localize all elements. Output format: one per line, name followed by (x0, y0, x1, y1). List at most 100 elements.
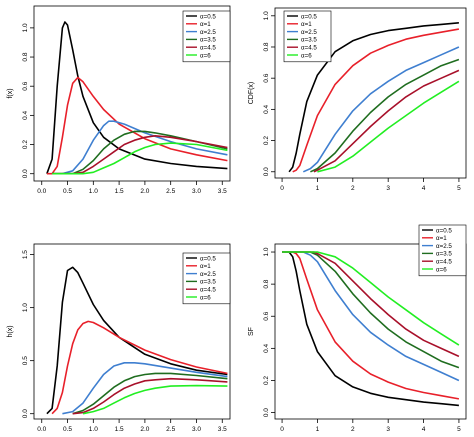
x-tick-label: 1.0 (89, 188, 98, 195)
legend-label: α=2.5 (436, 243, 452, 250)
y-tick-label: 0.2 (263, 376, 270, 385)
legend-label: α=6 (436, 266, 447, 273)
plot-frame (274, 7, 467, 179)
legend-label: α=6 (301, 52, 312, 59)
x-tick-label: 1.5 (115, 188, 124, 195)
legend-label: α=3.5 (200, 279, 216, 286)
y-tick-label: 0.8 (263, 279, 270, 288)
legend-label: α=3.5 (301, 37, 317, 44)
legend-label: α=2.5 (200, 271, 216, 278)
series-line-3 (282, 251, 460, 382)
legend-label: α=4.5 (200, 287, 216, 294)
series-line-1 (46, 266, 228, 415)
x-tick-label: 5 (457, 426, 461, 433)
x-tick-label: 3.0 (192, 426, 201, 433)
legend: α=0.5α=1α=2.5α=3.5α=4.5α=6 (418, 224, 467, 277)
x-tick-label: 4 (422, 185, 426, 192)
y-tick-label: 0.2 (22, 140, 29, 149)
y-tick-label: 1.0 (22, 23, 29, 32)
y-tick-label: 0.2 (263, 136, 270, 145)
legend-box (182, 10, 231, 63)
x-tick-label: 0.5 (63, 426, 72, 433)
x-tick-label: 3.0 (192, 188, 201, 195)
y-tick-label: 0.0 (263, 167, 270, 176)
x-tick-label: 2.0 (140, 188, 149, 195)
chart-panel-3: 0.0 0.5 1.0 1.5 2.0 2.5 3.0 3.5 0.0 0.5 1.0 1.5 h(x)… (7, 243, 231, 433)
series-line-1 (282, 251, 459, 407)
legend-label: α=1 (301, 21, 312, 28)
y-tick-label: 0.6 (263, 73, 270, 82)
legend-label: α=4.5 (436, 259, 452, 266)
legend: α=0.5α=1α=2.5α=3.5α=4.5α=6 (283, 10, 332, 63)
legend-label: α=3.5 (436, 251, 452, 258)
y-tick-label: 0.8 (263, 42, 270, 51)
plot-frame (274, 243, 467, 420)
legend-label: α=3.5 (200, 37, 216, 44)
x-tick-label: 5 (457, 185, 461, 192)
x-tick-label: 2 (351, 185, 355, 192)
legend-label: α=0.5 (301, 13, 317, 20)
series-line-5 (72, 377, 228, 415)
x-tick-label: 2.5 (166, 188, 175, 195)
legend-label: α=4.5 (301, 45, 317, 52)
y-axis-label: SF (248, 327, 255, 336)
y-tick-label: 0.6 (22, 81, 29, 90)
series-line-6 (317, 80, 460, 173)
x-tick-label: 1.5 (115, 426, 124, 433)
x-tick-label: 1 (316, 426, 320, 433)
legend-label: α=6 (200, 52, 211, 59)
y-tick-label: 1.0 (263, 11, 270, 20)
x-tick-label: 2 (351, 426, 355, 433)
y-tick-label: 1.0 (263, 247, 270, 256)
x-tick-label: 0.0 (37, 426, 46, 433)
y-tick-label: 0.4 (22, 110, 29, 119)
series-line-2 (282, 251, 460, 400)
chart-panel-1: 0.0 0.5 1.0 1.5 2.0 2.5 3.0 3.5 0.0 0.2 0.4 0.6 0.8 1… (7, 5, 231, 195)
y-axis-label: f(x) (7, 88, 14, 98)
y-tick-label: 0.8 (22, 52, 29, 61)
series-line-2 (292, 28, 460, 173)
series-line-2 (46, 76, 228, 175)
x-tick-label: 2.5 (166, 426, 175, 433)
legend-box (418, 224, 467, 277)
x-tick-label: 0.0 (37, 188, 46, 195)
legend-label: α=1 (200, 263, 211, 270)
x-tick-label: 0.5 (63, 188, 72, 195)
y-tick-label: 1.5 (22, 250, 29, 259)
plot-frame (33, 243, 231, 420)
y-axis-label: CDF(x) (248, 82, 255, 105)
y-tick-label: 1.0 (22, 303, 29, 312)
legend-label: α=1 (200, 21, 211, 28)
series-line-1 (46, 21, 228, 174)
series-line-2 (51, 320, 228, 415)
x-tick-label: 4 (422, 426, 426, 433)
x-tick-label: 2.0 (140, 426, 149, 433)
x-tick-label: 3.5 (218, 188, 227, 195)
legend-label: α=1 (436, 235, 447, 242)
y-axis-label: h(x) (7, 325, 14, 337)
series-line-6 (52, 142, 228, 175)
series-line-4 (282, 251, 460, 369)
series-line-5 (52, 135, 228, 175)
x-tick-label: 0 (280, 426, 284, 433)
chart-panel-4: 0 1 2 3 4 50.00.20.40.60.81.0SFα=0.5α=1α=2.5α… (248, 224, 467, 433)
x-tick-label: 1 (316, 185, 320, 192)
y-tick-label: 0.0 (22, 409, 29, 418)
series-line-6 (282, 251, 460, 346)
y-tick-label: 0.4 (263, 343, 270, 352)
series-line-5 (282, 251, 460, 358)
x-tick-label: 1.0 (89, 426, 98, 433)
series-line-3 (302, 46, 460, 173)
series-line-3 (62, 361, 228, 415)
y-tick-label: 0.5 (22, 356, 29, 365)
legend-box (283, 10, 332, 63)
chart-panel-2: 0 1 2 3 4 50.00.20.40.60.81.0CDF(x)α=0.5α=1α=… (248, 7, 467, 192)
legend-label: α=0.5 (200, 13, 216, 20)
x-tick-label: 3 (386, 185, 390, 192)
legend-label: α=2.5 (301, 29, 317, 36)
y-tick-label: 0.6 (263, 311, 270, 320)
x-tick-label: 3.5 (218, 426, 227, 433)
legend: α=0.5α=1α=2.5α=3.5α=4.5α=6 (182, 10, 231, 63)
legend-label: α=4.5 (200, 45, 216, 52)
